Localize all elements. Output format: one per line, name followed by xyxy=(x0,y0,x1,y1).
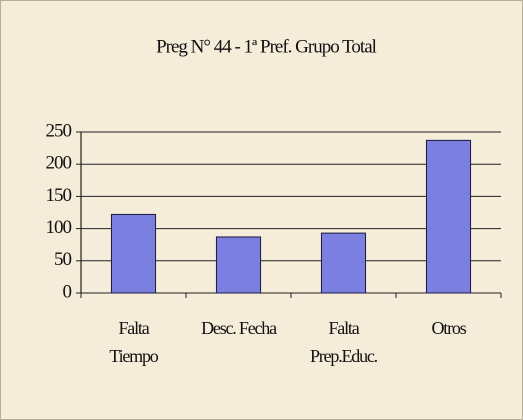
x-tick-label: Falta Prep.Educ. xyxy=(310,318,378,366)
y-tick-label: 50 xyxy=(54,249,72,270)
y-tick-label: 0 xyxy=(63,281,72,302)
x-tick-label: Falta Tiempo xyxy=(109,318,158,366)
x-tick-label: Otros xyxy=(431,318,467,338)
y-tick-label: 150 xyxy=(46,185,72,206)
y-tick-label: 100 xyxy=(46,217,72,238)
y-tick-label: 200 xyxy=(46,153,72,174)
x-tick-label: Desc. Fecha xyxy=(201,318,277,338)
bar xyxy=(425,139,472,294)
bar xyxy=(320,232,367,294)
bar xyxy=(110,213,157,294)
y-tick-label: 250 xyxy=(46,120,72,141)
bar xyxy=(215,236,262,294)
chart-title: Preg N° 44 - 1ª Pref. Grupo Total xyxy=(156,36,377,57)
